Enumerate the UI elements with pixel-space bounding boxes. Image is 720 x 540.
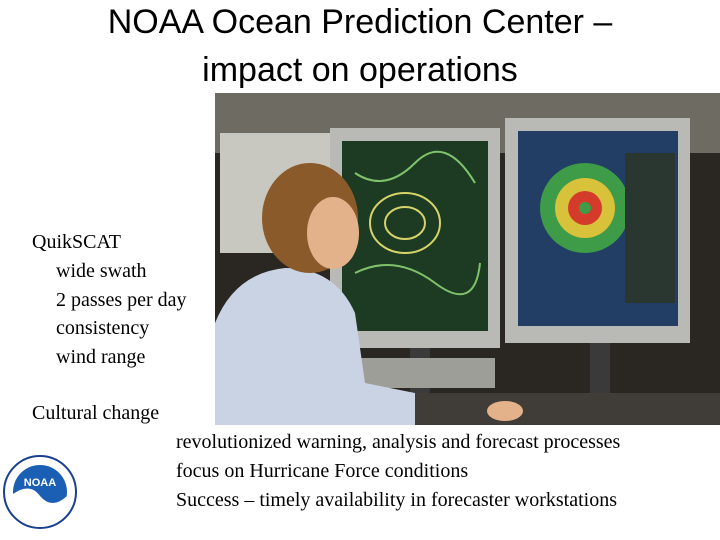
bullet: 2 passes per day bbox=[56, 289, 187, 311]
section-heading: Cultural change bbox=[32, 402, 160, 424]
section-heading: QuikSCAT bbox=[32, 231, 121, 253]
title-line: impact on operations bbox=[202, 51, 518, 89]
noaa-logo: NOAA bbox=[3, 455, 77, 529]
title-line: NOAA Ocean Prediction Center – bbox=[107, 3, 613, 41]
bullet: Success – timely availability in forecas… bbox=[176, 489, 617, 511]
logo-label: NOAA bbox=[24, 477, 56, 489]
bullet: focus on Hurricane Force conditions bbox=[176, 460, 469, 482]
bullet: wind range bbox=[56, 346, 146, 368]
bullet: consistency bbox=[56, 317, 150, 339]
bullet: revolutionized warning, analysis and for… bbox=[176, 431, 621, 453]
photo bbox=[215, 93, 720, 425]
bullet: wide swath bbox=[56, 260, 147, 282]
